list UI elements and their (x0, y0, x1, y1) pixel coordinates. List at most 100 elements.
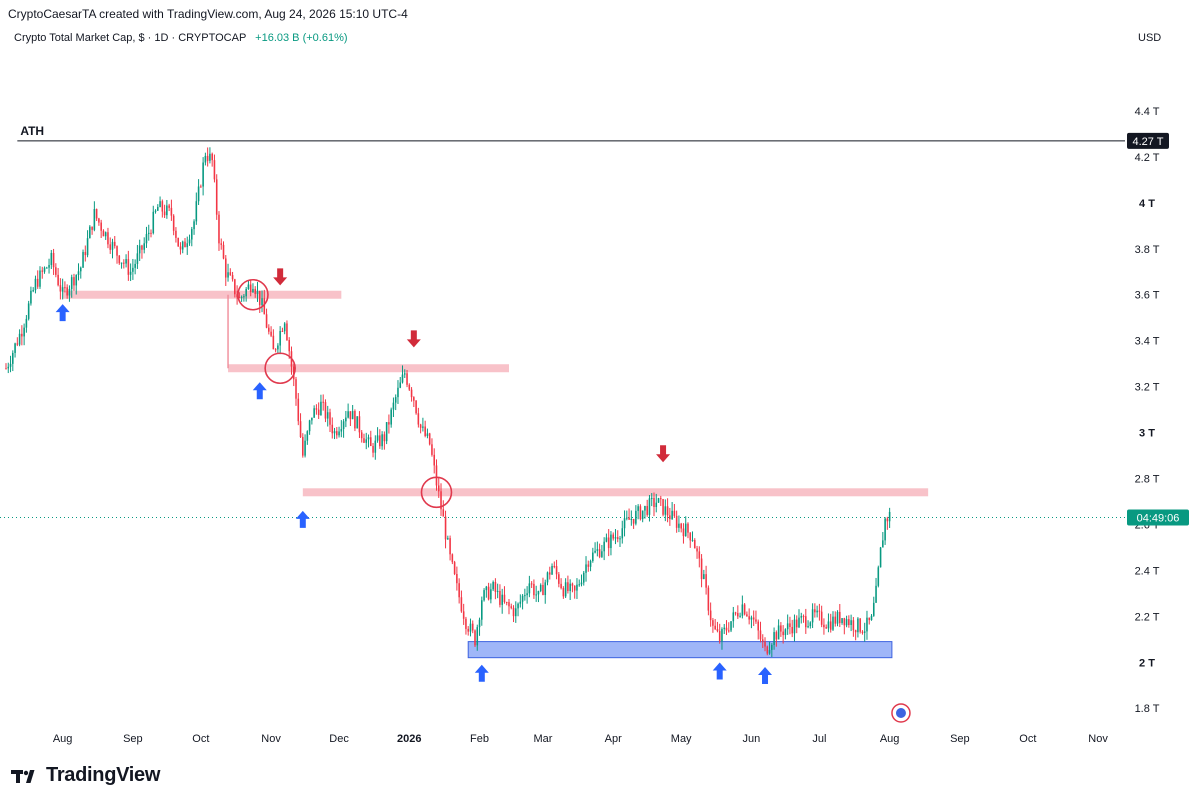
support-zone[interactable] (467, 641, 893, 659)
candle-body (773, 632, 775, 646)
candle-body (510, 606, 513, 608)
resistance-zone[interactable] (228, 364, 509, 373)
candle-body (444, 516, 447, 540)
up-arrow-icon (474, 664, 489, 682)
candle-body (818, 610, 821, 612)
candle-body (55, 267, 57, 275)
candle-body (79, 267, 82, 272)
candle-body (89, 226, 91, 239)
candle-body (560, 583, 562, 589)
candle-body (857, 618, 859, 633)
candle-body (263, 298, 266, 315)
candle-body (675, 515, 678, 528)
time-axis-label: Jul (812, 733, 826, 745)
candle-body (286, 323, 288, 341)
candle-body (759, 630, 762, 640)
candle-body (712, 620, 714, 626)
candle-body (329, 412, 331, 425)
breakdown-circle (237, 278, 269, 311)
candle-body (426, 433, 429, 436)
candle-body (419, 424, 422, 428)
candle-body (630, 518, 633, 520)
candle-body (761, 639, 764, 642)
candle-body (743, 604, 746, 615)
candle-body (254, 288, 257, 294)
candle-body (392, 402, 395, 410)
symbol-title: Crypto Total Market Cap, $ · 1D · CRYPTO… (14, 32, 247, 44)
candle-body (870, 615, 873, 621)
price-axis-label: 4.4 T (1135, 106, 1160, 118)
candle-body (415, 400, 417, 414)
candle-body (317, 409, 320, 416)
candle-body (383, 434, 386, 442)
candle-body (107, 232, 109, 245)
candle-body (132, 267, 134, 272)
candle-body (471, 623, 474, 631)
candle-body (485, 586, 488, 591)
candle-body (503, 594, 506, 603)
down-arrow-icon (273, 268, 288, 286)
time-axis-label: Oct (1019, 733, 1036, 745)
up-arrow-icon (295, 510, 310, 528)
candle-body (730, 621, 732, 631)
candle-body (145, 234, 148, 244)
candle-body (639, 506, 642, 520)
candle-body (551, 565, 553, 575)
candle-body (771, 645, 773, 650)
candle-body (825, 627, 827, 629)
candle-body (481, 600, 483, 620)
candle-body (113, 241, 116, 247)
candle-body (623, 518, 626, 529)
candle-body (129, 271, 132, 275)
candle-body (256, 290, 259, 294)
candle-body (295, 379, 297, 399)
candle-body (172, 215, 175, 231)
candle-body (764, 641, 766, 647)
candle-body (215, 179, 218, 215)
candle-body (657, 498, 660, 503)
candle-body (16, 343, 19, 345)
candle-body (143, 243, 146, 250)
candle-body (311, 417, 313, 421)
candle-body (886, 518, 889, 522)
candle-body (358, 416, 361, 433)
candle-body (714, 625, 716, 630)
candle-body (691, 540, 694, 542)
ath-price-tag-label: 4.27 T (1133, 136, 1164, 148)
candle-body (757, 621, 760, 631)
candle-body (553, 565, 556, 567)
candle-body (77, 271, 80, 276)
candle-body (750, 617, 753, 620)
currency-button[interactable]: USD (1138, 32, 1162, 44)
candle-body (340, 429, 343, 432)
candle-body (793, 619, 796, 634)
candle-body (136, 253, 139, 264)
candle-body (288, 340, 291, 352)
candle-body (451, 554, 454, 563)
resistance-zone[interactable] (302, 488, 929, 497)
candle-body (413, 397, 415, 401)
tradingview-logo[interactable]: TradingView (10, 764, 160, 787)
candle-body (843, 618, 846, 626)
time-axis-label: Nov (1088, 733, 1108, 745)
candle-body (632, 518, 635, 524)
candle-body (689, 532, 692, 541)
candle-body (73, 277, 75, 286)
candle-body (406, 373, 408, 385)
candle-body (36, 278, 39, 287)
candle-body (161, 201, 164, 212)
candle-body (693, 540, 696, 549)
candle-body (755, 619, 757, 622)
candle-body (648, 498, 651, 515)
symbol-info[interactable]: Crypto Total Market Cap, $ · 1D · CRYPTO… (14, 32, 348, 44)
candle-body (347, 411, 349, 418)
resistance-zone[interactable] (62, 290, 342, 299)
candle-body (204, 155, 207, 163)
candle-body (351, 411, 354, 420)
candle-body (682, 528, 685, 537)
candle-body (732, 612, 735, 622)
candle-body (768, 649, 771, 654)
candle-body (650, 497, 653, 499)
candle-body (530, 583, 533, 585)
